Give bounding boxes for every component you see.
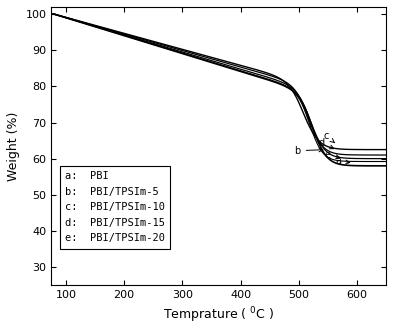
Text: b: b [294, 146, 323, 156]
Text: e: e [325, 150, 340, 160]
X-axis label: Temprature ( $^{0}$C ): Temprature ( $^{0}$C ) [163, 305, 274, 325]
Text: a:  PBI
b:  PBI/TPSIm-5
c:  PBI/TPSIm-10
d:  PBI/TPSIm-15
e:  PBI/TPSIm-20: a: PBI b: PBI/TPSIm-5 c: PBI/TPSIm-10 d:… [65, 171, 165, 243]
Y-axis label: Weight (%): Weight (%) [7, 111, 20, 181]
Text: c: c [324, 131, 334, 143]
Text: a: a [335, 156, 350, 166]
Text: d: d [319, 138, 334, 149]
